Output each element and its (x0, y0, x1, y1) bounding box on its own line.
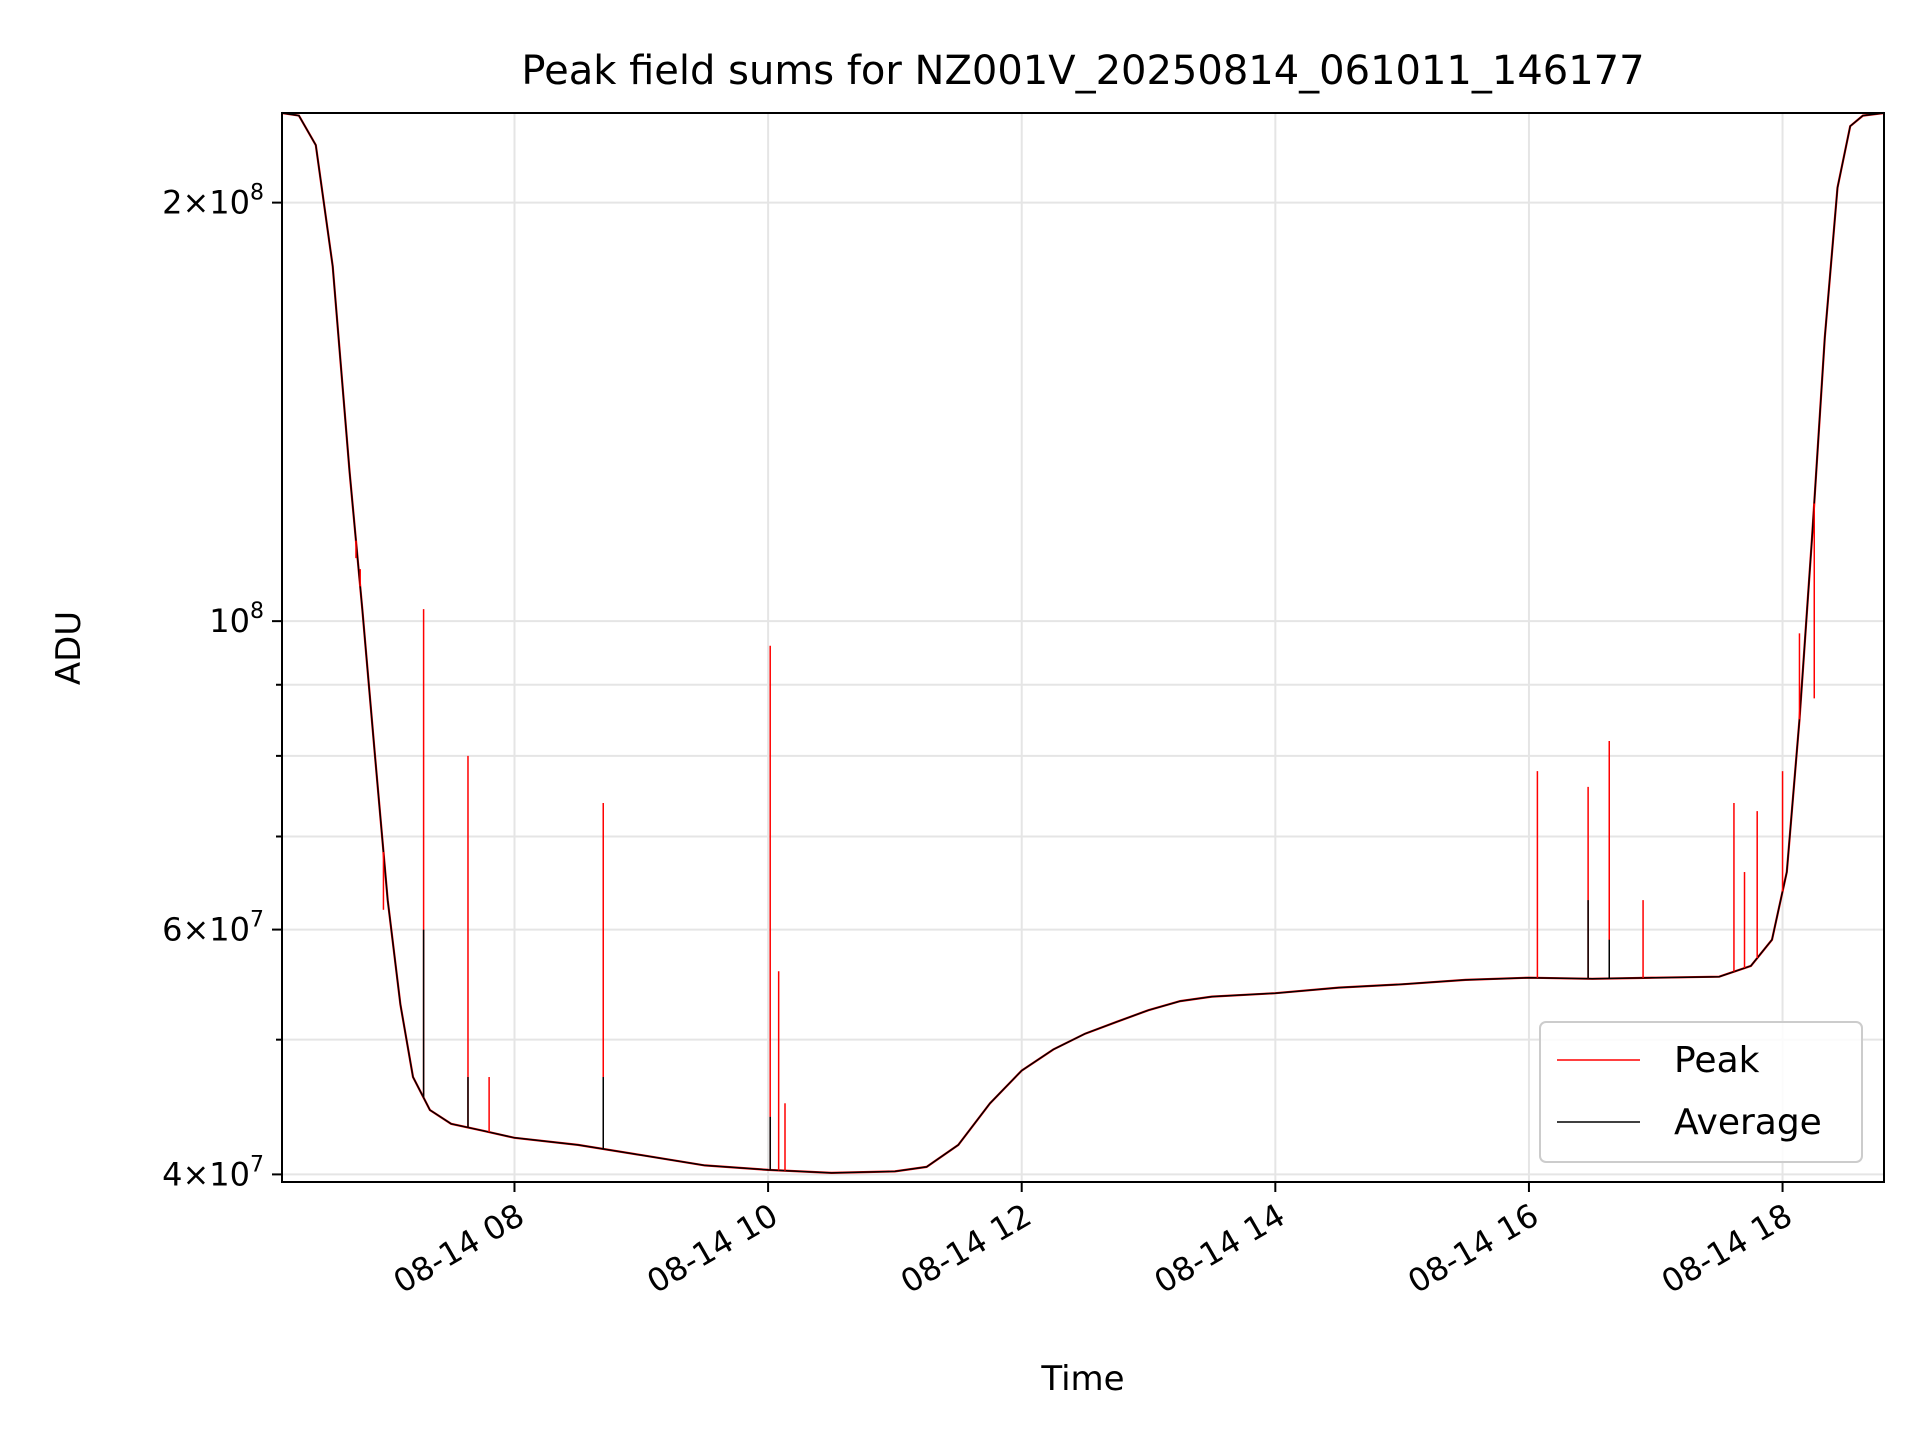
peak-series-line (281, 111, 1885, 1175)
plot-frame (281, 112, 1885, 1183)
chart-title: Peak field sums for NZ001V_20250814_0610… (521, 48, 1644, 94)
x-tick-label: 08-14 14 (1148, 1196, 1292, 1301)
x-tick-label: 08-14 12 (894, 1196, 1038, 1301)
x-tick-label: 08-14 16 (1401, 1196, 1545, 1301)
legend: Peak Average (1539, 1021, 1863, 1163)
y-tick-label: 108 (209, 599, 264, 640)
legend-peak-label: Peak (1674, 1040, 1760, 1081)
x-tick-label: 08-14 08 (387, 1196, 531, 1301)
x-tick-label: 08-14 10 (640, 1196, 784, 1301)
average-series-line (281, 112, 1885, 1174)
grid (282, 113, 1884, 1182)
y-tick-label: 6×107 (162, 908, 264, 949)
legend-box (1539, 1021, 1863, 1163)
x-tick-label: 08-14 18 (1655, 1196, 1799, 1301)
x-axis-label: Time (1040, 1359, 1124, 1399)
y-axis-label: ADU (49, 611, 89, 685)
plot-lines (281, 111, 1885, 1175)
y-axis: 4×107 6×107 108 2×108 (162, 181, 282, 1193)
x-axis: 08-14 08 08-14 10 08-14 12 08-14 14 08-14 16… (387, 1182, 1799, 1301)
legend-average-label: Average (1674, 1102, 1822, 1143)
y-tick-label: 4×107 (162, 1152, 264, 1193)
y-tick-label: 2×108 (162, 181, 264, 222)
